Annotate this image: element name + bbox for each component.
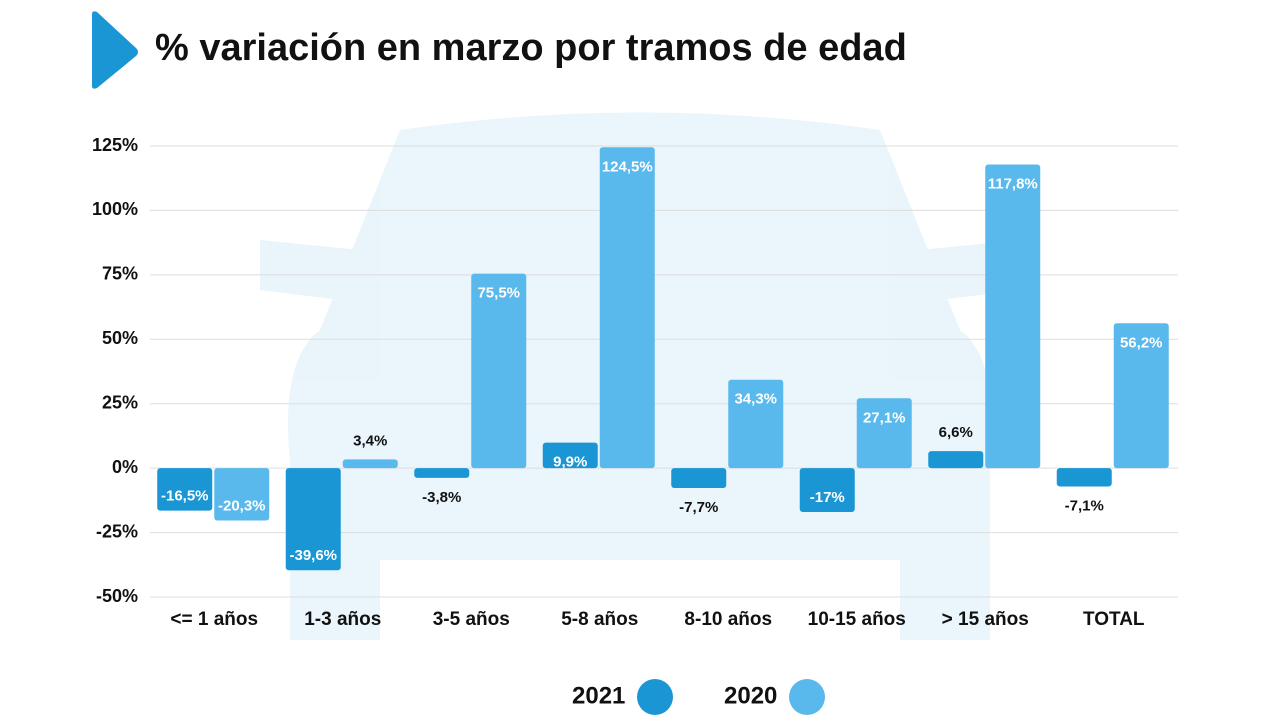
x-tick-label: 1-3 años (304, 609, 381, 630)
x-tick-label: 10-15 años (808, 609, 906, 630)
y-tick-label: 125% (92, 135, 138, 155)
y-tick-label: -50% (96, 586, 138, 606)
x-tick-label: > 15 años (942, 609, 1029, 630)
x-tick-label: 8-10 años (684, 609, 772, 630)
legend-swatch (789, 679, 825, 715)
bar (928, 451, 984, 469)
value-label: -20,3% (218, 497, 266, 514)
value-label: 34,3% (734, 391, 777, 408)
bar (285, 468, 341, 571)
bar (157, 468, 213, 511)
value-label: -39,6% (289, 547, 337, 564)
bar (599, 147, 655, 469)
bar (856, 398, 912, 469)
bar (471, 273, 527, 469)
value-label: 9,9% (553, 454, 587, 471)
y-tick-label: 100% (92, 199, 138, 219)
legend-swatch (637, 679, 673, 715)
bar (671, 468, 727, 488)
bar (1056, 468, 1112, 487)
y-tick-label: -25% (96, 521, 138, 541)
value-label: -7,7% (679, 499, 718, 516)
legend-label: 2021 (572, 682, 625, 709)
value-label: 124,5% (602, 158, 653, 175)
value-label: 3,4% (353, 432, 387, 449)
bar (542, 442, 598, 469)
x-tick-label: TOTAL (1083, 609, 1145, 630)
bar (342, 459, 398, 469)
bar (214, 468, 270, 521)
y-tick-label: 25% (102, 392, 138, 412)
y-tick-label: 75% (102, 264, 138, 284)
bar (414, 468, 470, 478)
value-label: 56,2% (1120, 334, 1163, 351)
value-label: -3,8% (422, 489, 461, 506)
bar (728, 379, 784, 469)
legend-label: 2020 (724, 682, 777, 709)
value-label: -16,5% (161, 488, 209, 505)
x-tick-label: 3-5 años (433, 609, 510, 630)
value-label: 75,5% (477, 285, 520, 302)
chart-title: % variación en marzo por tramos de edad (155, 27, 907, 69)
x-tick-label: 5-8 años (561, 609, 638, 630)
y-tick-label: 50% (102, 328, 138, 348)
y-tick-label: 0% (112, 457, 138, 477)
value-label: 6,6% (939, 424, 973, 441)
value-label: 117,8% (988, 176, 1038, 193)
value-label: -17% (810, 489, 845, 506)
x-tick-label: <= 1 años (170, 609, 258, 630)
value-label: 27,1% (863, 409, 906, 426)
bar (1113, 323, 1169, 469)
bar (799, 468, 855, 512)
title-icon (92, 11, 138, 89)
bar (985, 164, 1041, 469)
value-label: -7,1% (1065, 497, 1104, 514)
